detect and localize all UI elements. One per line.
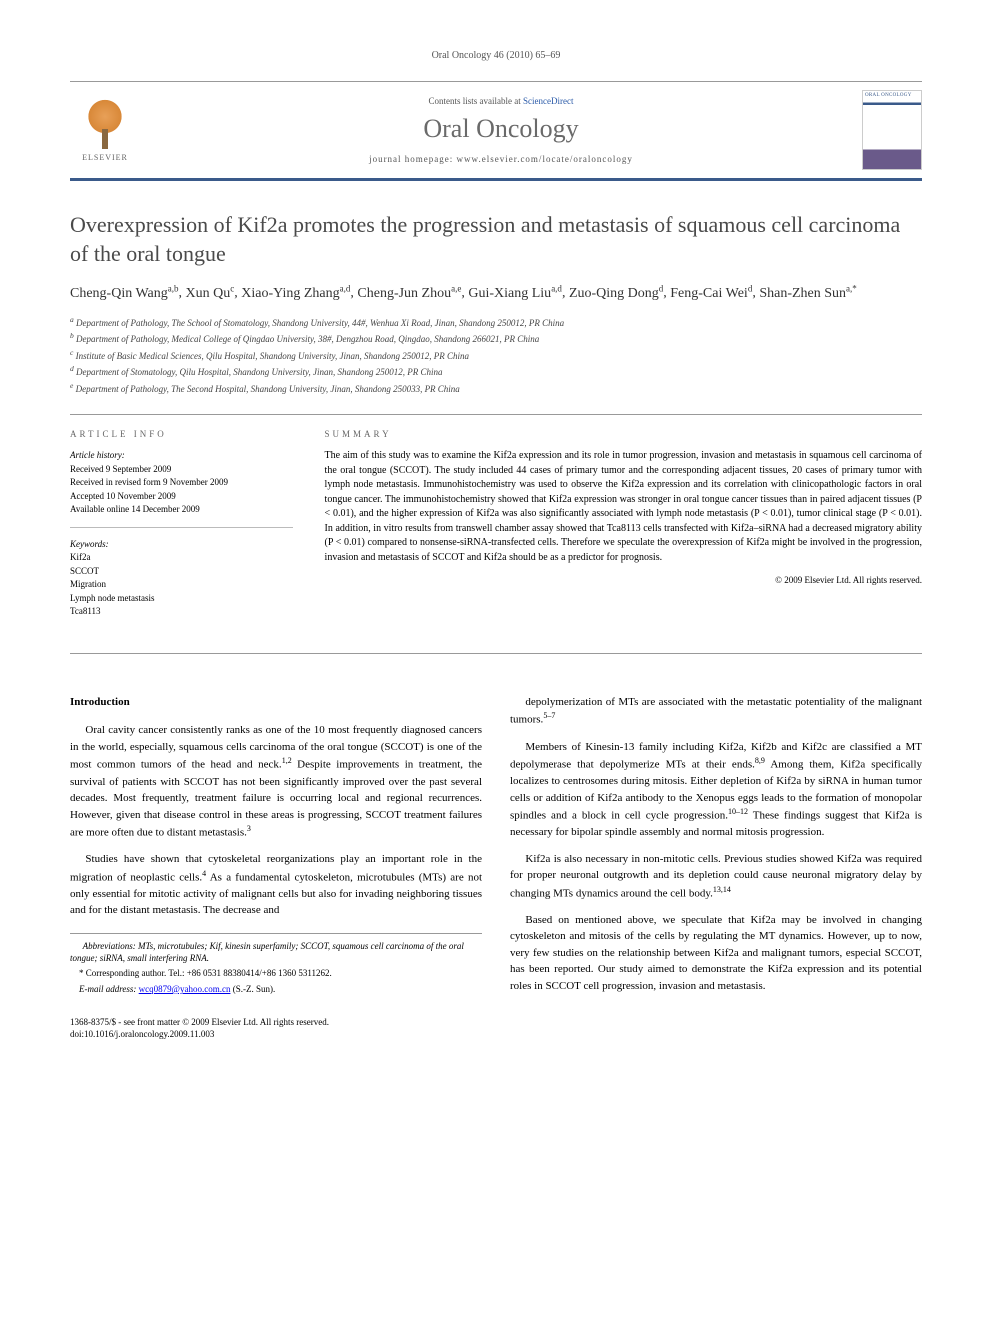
- body-paragraph: depolymerization of MTs are associated w…: [510, 694, 922, 729]
- keyword: Migration: [70, 578, 293, 592]
- history-line: Received 9 September 2009: [70, 463, 293, 477]
- corresponding-author-note: * Corresponding author. Tel.: +86 0531 8…: [70, 967, 482, 981]
- summary-copyright: © 2009 Elsevier Ltd. All rights reserved…: [325, 575, 922, 585]
- body-paragraph: Oral cavity cancer consistently ranks as…: [70, 722, 482, 841]
- publisher-name: ELSEVIER: [82, 153, 128, 162]
- body-paragraph: Kif2a is also necessary in non-mitotic c…: [510, 851, 922, 902]
- keywords-block: Keywords: Kif2aSCCOTMigrationLymph node …: [70, 538, 293, 629]
- masthead: ELSEVIER Contents lists available at Sci…: [70, 81, 922, 181]
- affiliation: d Department of Stomatology, Qilu Hospit…: [70, 363, 922, 380]
- info-summary-row: ARTICLE INFO Article history: Received 9…: [70, 414, 922, 654]
- body-columns: Introduction Oral cavity cancer consiste…: [70, 694, 922, 1041]
- history-line: Received in revised form 9 November 2009: [70, 476, 293, 490]
- keyword: Kif2a: [70, 551, 293, 565]
- author: Cheng-Qin Wanga,b: [70, 286, 179, 301]
- summary-label: SUMMARY: [325, 429, 922, 439]
- keywords-heading: Keywords:: [70, 538, 293, 552]
- contents-prefix: Contents lists available at: [429, 96, 523, 106]
- affiliation-list: a Department of Pathology, The School of…: [70, 314, 922, 397]
- right-column: depolymerization of MTs are associated w…: [510, 694, 922, 1041]
- author: Gui-Xiang Liua,d: [468, 286, 562, 301]
- keyword: Lymph node metastasis: [70, 592, 293, 606]
- summary-text: The aim of this study was to examine the…: [325, 449, 922, 565]
- article-title: Overexpression of Kif2a promotes the pro…: [70, 211, 922, 268]
- keyword: SCCOT: [70, 565, 293, 579]
- contents-available-line: Contents lists available at ScienceDirec…: [140, 96, 862, 106]
- doi-line: doi:10.1016/j.oraloncology.2009.11.003: [70, 1028, 482, 1041]
- masthead-center: Contents lists available at ScienceDirec…: [140, 96, 862, 164]
- history-line: Available online 14 December 2009: [70, 503, 293, 517]
- history-line: Accepted 10 November 2009: [70, 490, 293, 504]
- affiliation: e Department of Pathology, The Second Ho…: [70, 380, 922, 397]
- introduction-heading: Introduction: [70, 694, 482, 711]
- affiliation: a Department of Pathology, The School of…: [70, 314, 922, 331]
- body-paragraph: Studies have shown that cytoskeletal reo…: [70, 851, 482, 919]
- author-list: Cheng-Qin Wanga,b, Xun Quc, Xiao-Ying Zh…: [70, 282, 922, 304]
- journal-cover-thumbnail: ORAL ONCOLOGY: [862, 90, 922, 170]
- email-link[interactable]: wcq0879@yahoo.com.cn: [139, 984, 231, 994]
- email-note: E-mail address: wcq0879@yahoo.com.cn (S.…: [70, 983, 482, 996]
- journal-name: Oral Oncology: [140, 114, 862, 144]
- page-footer: 1368-8375/$ - see front matter © 2009 El…: [70, 1016, 482, 1041]
- author: Feng-Cai Weid: [670, 286, 752, 301]
- body-paragraph: Members of Kinesin-13 family including K…: [510, 739, 922, 841]
- sciencedirect-link[interactable]: ScienceDirect: [523, 96, 573, 106]
- author: Xun Quc: [186, 286, 235, 301]
- summary-column: SUMMARY The aim of this study was to exa…: [309, 415, 922, 653]
- running-head: Oral Oncology 46 (2010) 65–69: [70, 50, 922, 61]
- corr-label: * Corresponding author. Tel.: +86 0531 8…: [79, 968, 332, 978]
- author: Xiao-Ying Zhanga,d: [241, 286, 350, 301]
- left-column: Introduction Oral cavity cancer consiste…: [70, 694, 482, 1041]
- journal-homepage: journal homepage: www.elsevier.com/locat…: [140, 154, 862, 164]
- elsevier-tree-icon: [80, 99, 130, 149]
- abbrev-text: Abbreviations: MTs, microtubules; Kif, k…: [70, 941, 464, 964]
- history-heading: Article history:: [70, 449, 293, 463]
- article-info-label: ARTICLE INFO: [70, 429, 293, 439]
- page: Oral Oncology 46 (2010) 65–69 ELSEVIER C…: [0, 0, 992, 1091]
- body-paragraph: Based on mentioned above, we speculate t…: [510, 912, 922, 995]
- cover-title-text: ORAL ONCOLOGY: [865, 93, 912, 98]
- affiliation: b Department of Pathology, Medical Colle…: [70, 330, 922, 347]
- abbreviations-note: Abbreviations: MTs, microtubules; Kif, k…: [70, 940, 482, 965]
- author: Zuo-Qing Dongd: [569, 286, 663, 301]
- keyword: Tca8113: [70, 605, 293, 619]
- elsevier-logo: ELSEVIER: [70, 90, 140, 170]
- article-info-column: ARTICLE INFO Article history: Received 9…: [70, 415, 309, 653]
- author: Cheng-Jun Zhoua,e: [357, 286, 461, 301]
- footnotes-block: Abbreviations: MTs, microtubules; Kif, k…: [70, 933, 482, 996]
- email-suffix: (S.-Z. Sun).: [230, 984, 275, 994]
- author: Shan-Zhen Suna,*: [759, 286, 856, 301]
- affiliation: c Institute of Basic Medical Sciences, Q…: [70, 347, 922, 364]
- issn-line: 1368-8375/$ - see front matter © 2009 El…: [70, 1016, 482, 1029]
- article-history-block: Article history: Received 9 September 20…: [70, 449, 293, 528]
- email-label: E-mail address:: [79, 984, 139, 994]
